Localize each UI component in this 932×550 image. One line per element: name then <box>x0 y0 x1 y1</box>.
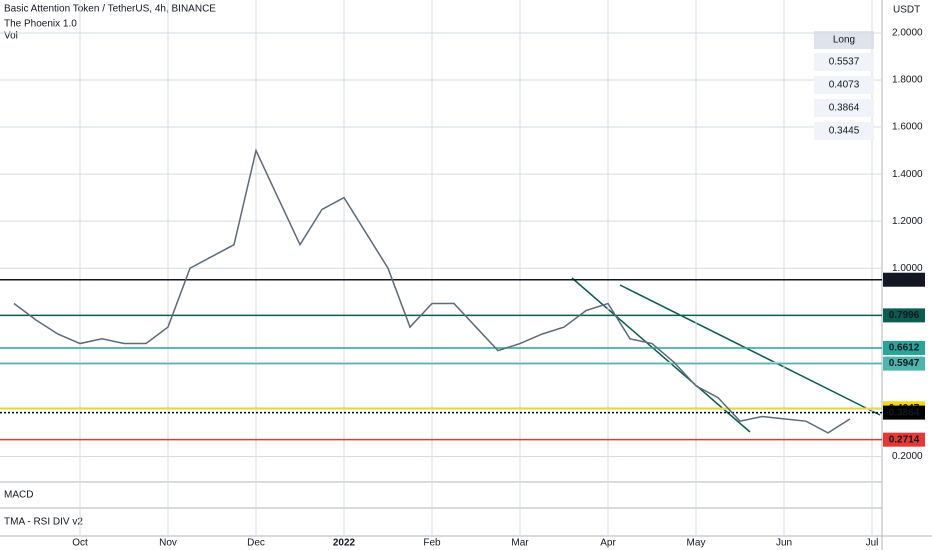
x-tick-label: Mar <box>511 538 529 549</box>
info-cell <box>814 99 874 117</box>
level-badge <box>883 272 925 287</box>
level-badge <box>883 356 925 371</box>
indicator-label: Vol <box>4 31 18 42</box>
x-tick-label: Nov <box>159 538 177 549</box>
info-value: 0.3445 <box>829 126 860 137</box>
level-label: 0.2714 <box>889 434 920 445</box>
y-tick-label: 1.8000 <box>892 75 923 86</box>
level-label: 0.5947 <box>889 358 920 369</box>
level-label: 0.6612 <box>889 343 920 354</box>
x-tick-label: Oct <box>72 538 88 549</box>
info-value: 0.4073 <box>829 80 860 91</box>
x-tick-label: 2022 <box>333 538 356 549</box>
info-header-text: Long <box>833 35 855 46</box>
x-tick-label: Feb <box>423 538 441 549</box>
x-tick-label: Jun <box>776 538 792 549</box>
info-cell <box>814 122 874 140</box>
y-tick-label: 1.0000 <box>892 263 923 274</box>
level-label: 0.3864 <box>889 407 920 418</box>
x-tick-label: Apr <box>600 538 616 549</box>
currency-label: USDT <box>893 5 920 16</box>
info-header <box>814 31 874 49</box>
pane-label: MACD <box>4 490 33 501</box>
y-tick-label: 1.6000 <box>892 122 923 133</box>
level-label: 0.7996 <box>889 310 920 321</box>
x-tick-label: Jul <box>866 538 879 549</box>
price-line <box>13 148 851 434</box>
level-badge <box>883 308 925 323</box>
pane-label: TMA - RSI DIV v2 <box>4 517 83 528</box>
level-badge <box>883 340 925 355</box>
level-label: 0.9512 <box>889 274 920 285</box>
chart-title: Basic Attention Token / TetherUS, 4h, BI… <box>4 4 216 15</box>
x-tick-label: Dec <box>247 538 265 549</box>
level-badge <box>883 432 925 447</box>
info-cell <box>814 76 874 94</box>
level-badge <box>883 405 925 420</box>
y-tick-label: 1.2000 <box>892 216 923 227</box>
info-cell <box>814 53 874 71</box>
trend-channel <box>571 277 751 433</box>
y-tick-label: 1.4000 <box>892 169 923 180</box>
x-tick-label: May <box>687 538 706 549</box>
trend-channel <box>619 284 881 416</box>
y-tick-label: 2.0000 <box>892 28 923 39</box>
y-tick-label: 0.2000 <box>892 451 923 462</box>
info-value: 0.5537 <box>829 57 860 68</box>
indicator-label: The Phoenix 1.0 <box>4 19 77 30</box>
info-value: 0.3864 <box>829 103 860 114</box>
